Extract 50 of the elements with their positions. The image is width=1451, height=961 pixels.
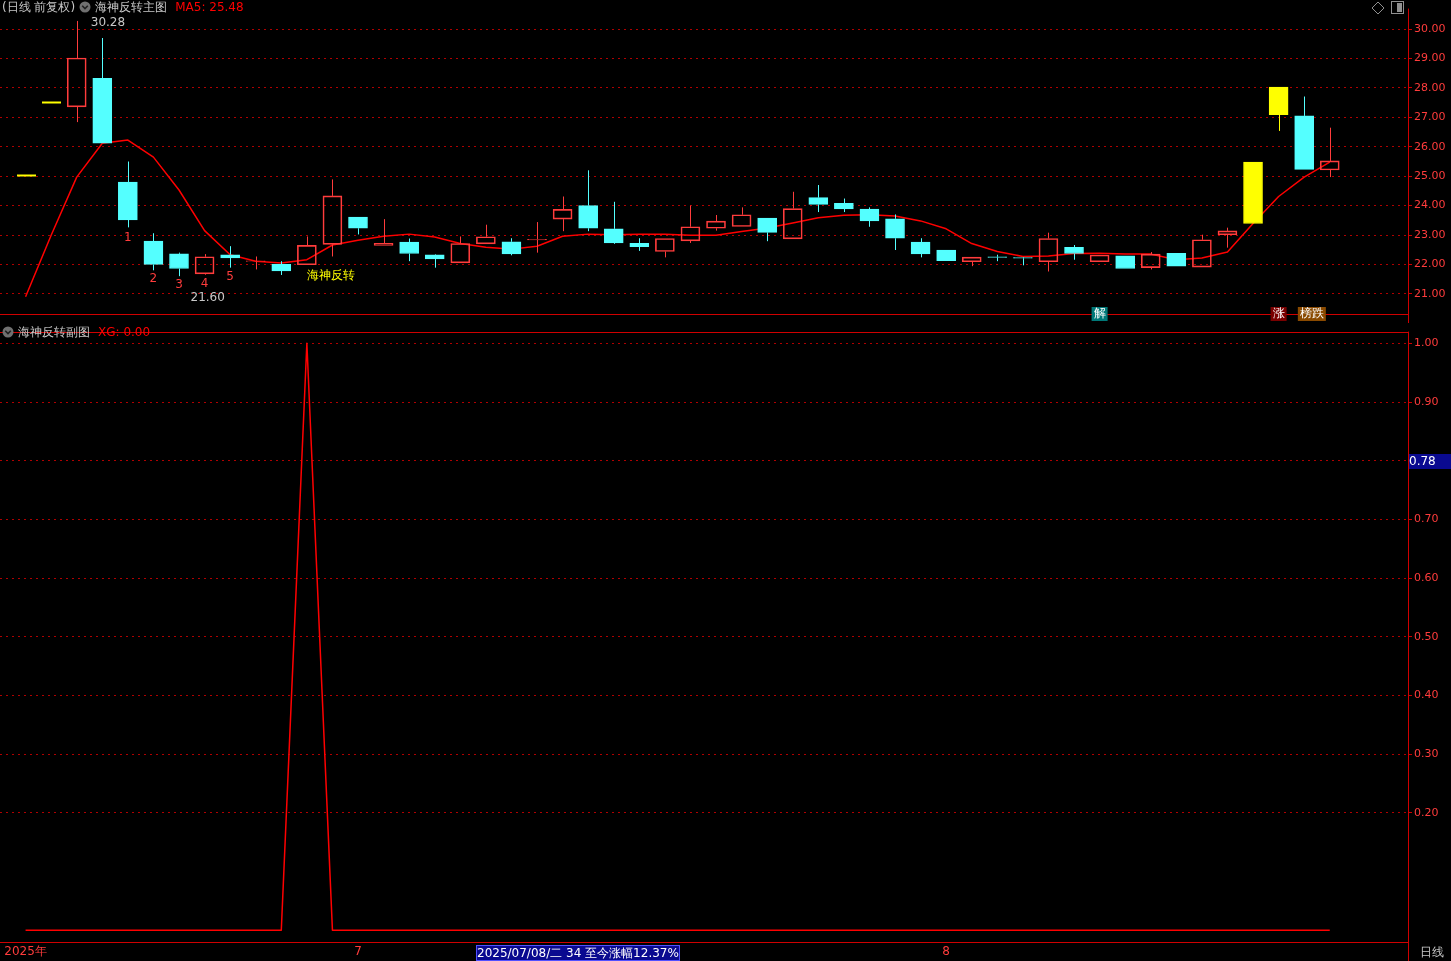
candlestick [1294, 96, 1315, 170]
annotation: 1 [124, 230, 132, 245]
x-tick-label: 7 [354, 944, 362, 959]
y-tick-label: 0.60 [1414, 570, 1439, 584]
annotation: 海神反转 [306, 268, 355, 283]
text: 0.78 [1409, 454, 1451, 469]
y-tick-label: 0.20 [1414, 805, 1439, 819]
x-tick-label: 8 [942, 944, 950, 959]
chart-subtitle: 海神反转主图 [95, 0, 168, 14]
annotation: 21.60 [190, 290, 225, 305]
annotation: 解 [1093, 306, 1106, 321]
candlestick [629, 237, 650, 252]
text: 2025/07/08/二 34 至今涨幅12.37% [476, 945, 680, 961]
candlestick [1268, 86, 1289, 132]
chart-title: (日线 前复权) [2, 0, 76, 14]
y-tick-label: 27.00 [1414, 110, 1446, 124]
candlestick [271, 260, 292, 276]
candlestick [220, 245, 240, 269]
candlestick [92, 37, 113, 144]
candlestick [424, 254, 445, 269]
annotation: 30.28 [90, 15, 126, 30]
y-tick-label: 0.70 [1414, 512, 1439, 526]
candlestick [118, 161, 138, 228]
candlestick [808, 184, 829, 213]
annotation: 5 [226, 269, 234, 284]
y-tick-label: 22.00 [1414, 257, 1446, 271]
y-tick-label: 28.00 [1414, 80, 1446, 94]
y-tick-label: 0.40 [1414, 688, 1439, 702]
y-tick-label: 26.00 [1414, 139, 1446, 153]
candlestick [143, 232, 164, 271]
x-tick-label: 2025年 [4, 944, 47, 959]
y-tick-label: 30.00 [1414, 22, 1446, 36]
y-tick-label: 25.00 [1414, 169, 1446, 183]
text: 日线 [1420, 945, 1444, 959]
y-tick-label: 23.00 [1414, 227, 1446, 241]
text: MA5: 25.48 [175, 0, 244, 14]
annotation: 榜跌 [1299, 306, 1324, 321]
annotation: 涨 [1272, 306, 1285, 321]
y-tick-label: 21.00 [1414, 286, 1446, 300]
y-tick-label: 0.50 [1414, 629, 1439, 643]
annotation: 3 [175, 277, 183, 292]
y-tick-label: 29.00 [1414, 51, 1446, 65]
annotation: 4 [200, 276, 209, 291]
y-tick-label: 0.90 [1414, 394, 1439, 408]
y-tick-label: 0.30 [1414, 747, 1439, 761]
candlestick [885, 213, 905, 251]
y-tick-label: 1.00 [1414, 336, 1439, 350]
candlestick [578, 169, 598, 232]
annotation: 2 [149, 271, 158, 286]
y-tick-label: 24.00 [1414, 198, 1446, 212]
